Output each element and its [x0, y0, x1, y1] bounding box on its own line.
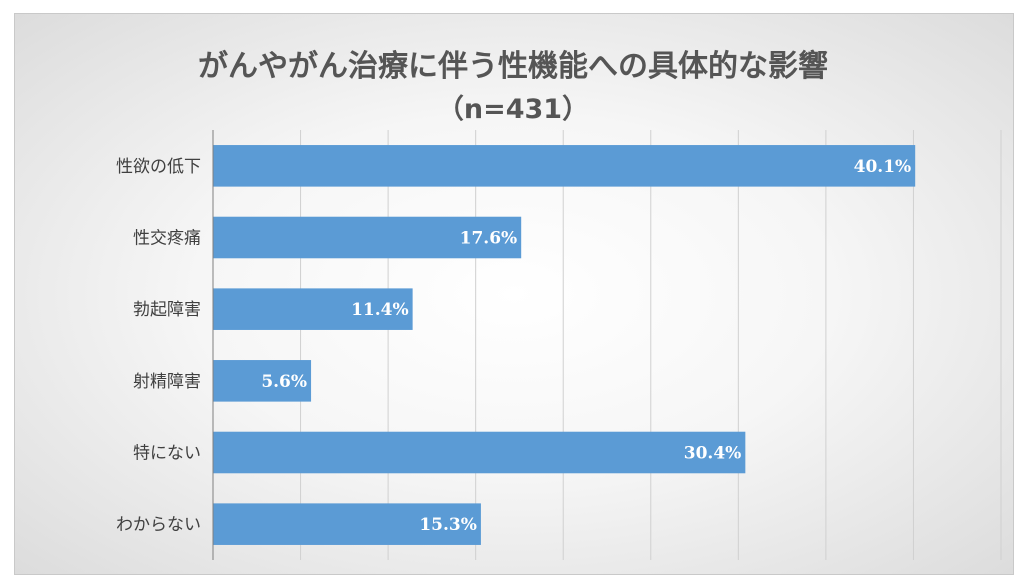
bar-value-label: 17.6%: [460, 229, 518, 249]
chart-title: がんやがん治療に伴う性機能への具体的な影響: [198, 49, 828, 84]
bar-value-label: 5.6%: [261, 372, 307, 392]
bars: 40.1% 17.6% 11.4% 5.6% 30.4% 15.3%: [213, 145, 916, 545]
bar: [213, 216, 522, 259]
category-label: 射精障害: [133, 372, 201, 392]
category-label: 性交疼痛: [133, 229, 201, 249]
bar-value-label: 15.3%: [419, 515, 477, 535]
category-label: 勃起障害: [133, 300, 201, 320]
category-label: 特にない: [133, 444, 201, 464]
gridlines: [300, 130, 1002, 560]
bar: [213, 288, 413, 330]
bar: [213, 431, 746, 474]
bar-chart: がんやがん治療に伴う性機能への具体的な影響 （n=431） 40.1% 17.6%…: [116, 49, 1002, 560]
bar: [213, 503, 481, 545]
category-label: わからない: [116, 515, 201, 535]
category-label: 性欲の低下: [116, 157, 201, 177]
bar-value-label: 11.4%: [351, 300, 409, 320]
chart-frame: がんやがん治療に伴う性機能への具体的な影響 （n=431） 40.1% 17.6%…: [14, 13, 1014, 575]
bar-value-label: 40.1%: [854, 157, 912, 177]
chart-subtitle: （n=431）: [437, 94, 589, 125]
bar: [213, 360, 312, 402]
bar: [213, 145, 916, 187]
bar-value-label: 30.4%: [684, 444, 742, 464]
